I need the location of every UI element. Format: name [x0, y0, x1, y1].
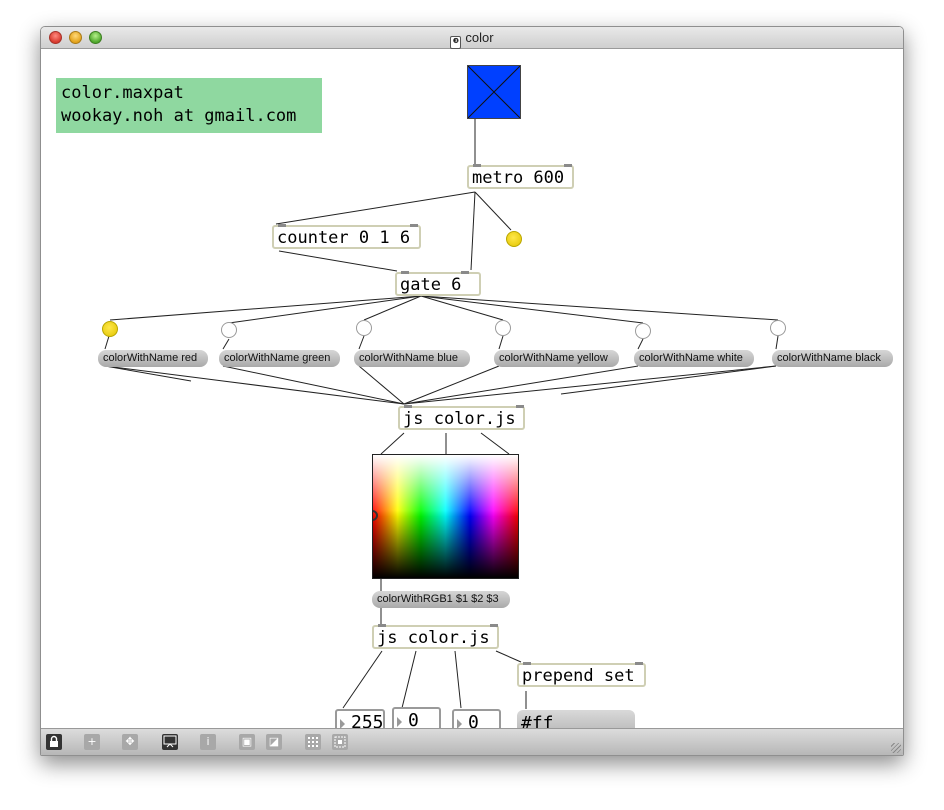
patch-cord[interactable] — [495, 650, 522, 663]
close-button[interactable] — [49, 31, 62, 44]
patch-cord[interactable] — [228, 295, 422, 324]
message-color-white[interactable]: colorWithName white — [634, 350, 754, 367]
toggle-white[interactable] — [635, 323, 651, 339]
patcher-canvas[interactable]: color.maxpat wookay.noh at gmail.com met… — [41, 49, 903, 739]
number-value: 0 — [468, 712, 479, 733]
picker-cursor-icon[interactable] — [373, 510, 378, 521]
message-color-green[interactable]: colorWithName green — [219, 350, 340, 367]
presentation-icon[interactable] — [162, 734, 178, 750]
patch-cord[interactable] — [104, 365, 192, 382]
front-icon[interactable]: ▣ — [239, 734, 255, 750]
grid-icon[interactable] — [305, 734, 321, 750]
patch-cord[interactable] — [104, 335, 110, 350]
minimize-button[interactable] — [69, 31, 82, 44]
color-picker[interactable] — [372, 454, 519, 579]
patch-cord[interactable] — [104, 365, 405, 405]
patch-cord[interactable] — [560, 365, 777, 395]
toggle-black[interactable] — [770, 320, 786, 336]
inspector-icon[interactable]: i — [200, 734, 216, 750]
patch-cord[interactable] — [380, 432, 405, 455]
patcher-toolbar: + ✥ i ▣ ◪ — [41, 728, 903, 755]
title-bar[interactable]: ❸ color — [41, 27, 903, 49]
snap-icon[interactable] — [332, 734, 348, 750]
patch-cord[interactable] — [222, 365, 405, 405]
patch-cord[interactable] — [222, 338, 230, 350]
patch-cord[interactable] — [401, 650, 417, 709]
patch-cord[interactable] — [275, 191, 476, 225]
move-icon[interactable]: ✥ — [122, 734, 138, 750]
toggle-green[interactable] — [221, 322, 237, 338]
gate-object[interactable]: gate 6 — [395, 271, 481, 296]
resize-grip-icon[interactable] — [891, 743, 901, 753]
back-icon[interactable]: ◪ — [266, 734, 282, 750]
number-arrow-icon — [457, 719, 462, 729]
window-title: color — [465, 30, 494, 45]
js-color-object-output[interactable]: js color.js — [372, 624, 499, 649]
patch-cord[interactable] — [480, 432, 510, 455]
patch-cord[interactable] — [358, 335, 365, 350]
toggle-blue[interactable] — [356, 320, 372, 336]
zoom-button[interactable] — [89, 31, 102, 44]
counter-object[interactable]: counter 0 1 6 — [272, 224, 421, 249]
lock-icon[interactable] — [46, 734, 62, 750]
patch-cord[interactable] — [403, 365, 500, 405]
patch-cord[interactable] — [278, 250, 398, 272]
patch-cord[interactable] — [342, 650, 383, 709]
prepend-set-object[interactable]: prepend set — [517, 662, 646, 687]
message-color-yellow[interactable]: colorWithName yellow — [494, 350, 619, 367]
patch-cord[interactable] — [474, 191, 512, 231]
patch-cords — [104, 119, 779, 709]
number-value: 255 — [351, 712, 384, 733]
number-value: 0 — [408, 710, 419, 731]
js-color-object[interactable]: js color.js — [398, 405, 525, 430]
metro-object[interactable]: metro 600 — [467, 164, 574, 189]
message-color-blue[interactable]: colorWithName blue — [354, 350, 470, 367]
patch-cord[interactable] — [420, 295, 504, 321]
patch-cord[interactable] — [637, 338, 644, 350]
message-color-rgb[interactable]: colorWithRGB1 $1 $2 $3 — [372, 591, 510, 608]
patch-cord[interactable] — [775, 335, 779, 350]
number-arrow-icon — [340, 719, 345, 729]
patch-cord[interactable] — [403, 365, 777, 405]
patcher-window: ❸ color — [40, 26, 904, 756]
bang-button[interactable] — [467, 65, 521, 119]
add-object-icon[interactable]: + — [84, 734, 100, 750]
document-icon: ❸ — [450, 36, 462, 49]
patch-cord[interactable] — [403, 365, 639, 405]
comment-line: color.maxpat — [61, 83, 184, 103]
patch-cord[interactable] — [454, 650, 462, 709]
toggle-red[interactable] — [102, 321, 118, 337]
toggle-yellow[interactable] — [495, 320, 511, 336]
number-arrow-icon — [397, 717, 402, 727]
patch-cord[interactable] — [420, 295, 779, 321]
message-color-red[interactable]: colorWithName red — [98, 350, 208, 367]
patch-cord[interactable] — [470, 191, 476, 271]
patch-cord[interactable] — [420, 295, 644, 324]
patch-comment[interactable]: color.maxpat wookay.noh at gmail.com — [56, 78, 322, 133]
patch-cord[interactable] — [363, 295, 422, 321]
patch-cord[interactable] — [358, 365, 405, 405]
patch-cord[interactable] — [498, 335, 504, 350]
bang-x-icon — [467, 65, 521, 119]
message-color-black[interactable]: colorWithName black — [772, 350, 893, 367]
comment-line: wookay.noh at gmail.com — [61, 106, 297, 126]
window-title-group: ❸ color — [41, 30, 903, 49]
patch-cord[interactable] — [109, 295, 422, 321]
metro-indicator-toggle[interactable] — [506, 231, 522, 247]
